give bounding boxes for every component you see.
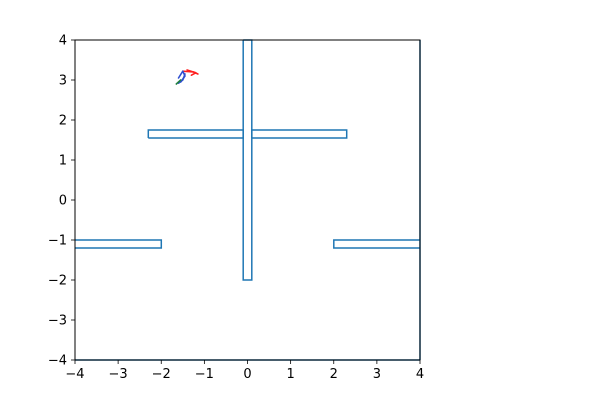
agent-stroke-4 — [175, 79, 182, 85]
wall-segment-4 — [333, 239, 420, 249]
agent-stroke-1 — [186, 69, 197, 76]
axes-frame — [74, 39, 421, 361]
agent-stroke-3 — [177, 73, 186, 84]
x-tick-label: 2 — [330, 367, 338, 382]
wall-segment-2 — [251, 129, 348, 139]
y-tick-label: −3 — [48, 314, 67, 329]
y-tick-label: 4 — [59, 34, 67, 49]
y-tick-label: 0 — [59, 194, 67, 209]
x-tick-label: 1 — [286, 367, 294, 382]
y-axis: −4 −3 −2 −1 0 1 2 3 4 — [48, 34, 75, 369]
agent-marker — [175, 69, 199, 85]
x-tick-label: −1 — [195, 367, 214, 382]
y-tick-label: −1 — [48, 234, 67, 249]
wall-segment-3 — [75, 239, 163, 249]
x-tick-label: −2 — [152, 367, 171, 382]
wall-segment-1 — [147, 129, 244, 139]
y-tick-label: 3 — [59, 74, 67, 89]
x-tick-label: −4 — [65, 367, 84, 382]
wall-segment-0 — [242, 39, 253, 281]
x-tick-label: 3 — [373, 367, 381, 382]
x-axis: −4 −3 −2 −1 0 1 2 3 4 — [65, 360, 424, 382]
y-tick-label: −4 — [48, 354, 67, 369]
x-tick-label: −3 — [109, 367, 128, 382]
y-tick-label: 1 — [59, 154, 67, 169]
x-tick-label: 4 — [416, 367, 424, 382]
y-tick-label: 2 — [59, 114, 67, 129]
walls-layer — [75, 39, 421, 361]
y-tick-label: −2 — [48, 274, 67, 289]
x-tick-label: 0 — [243, 367, 251, 382]
